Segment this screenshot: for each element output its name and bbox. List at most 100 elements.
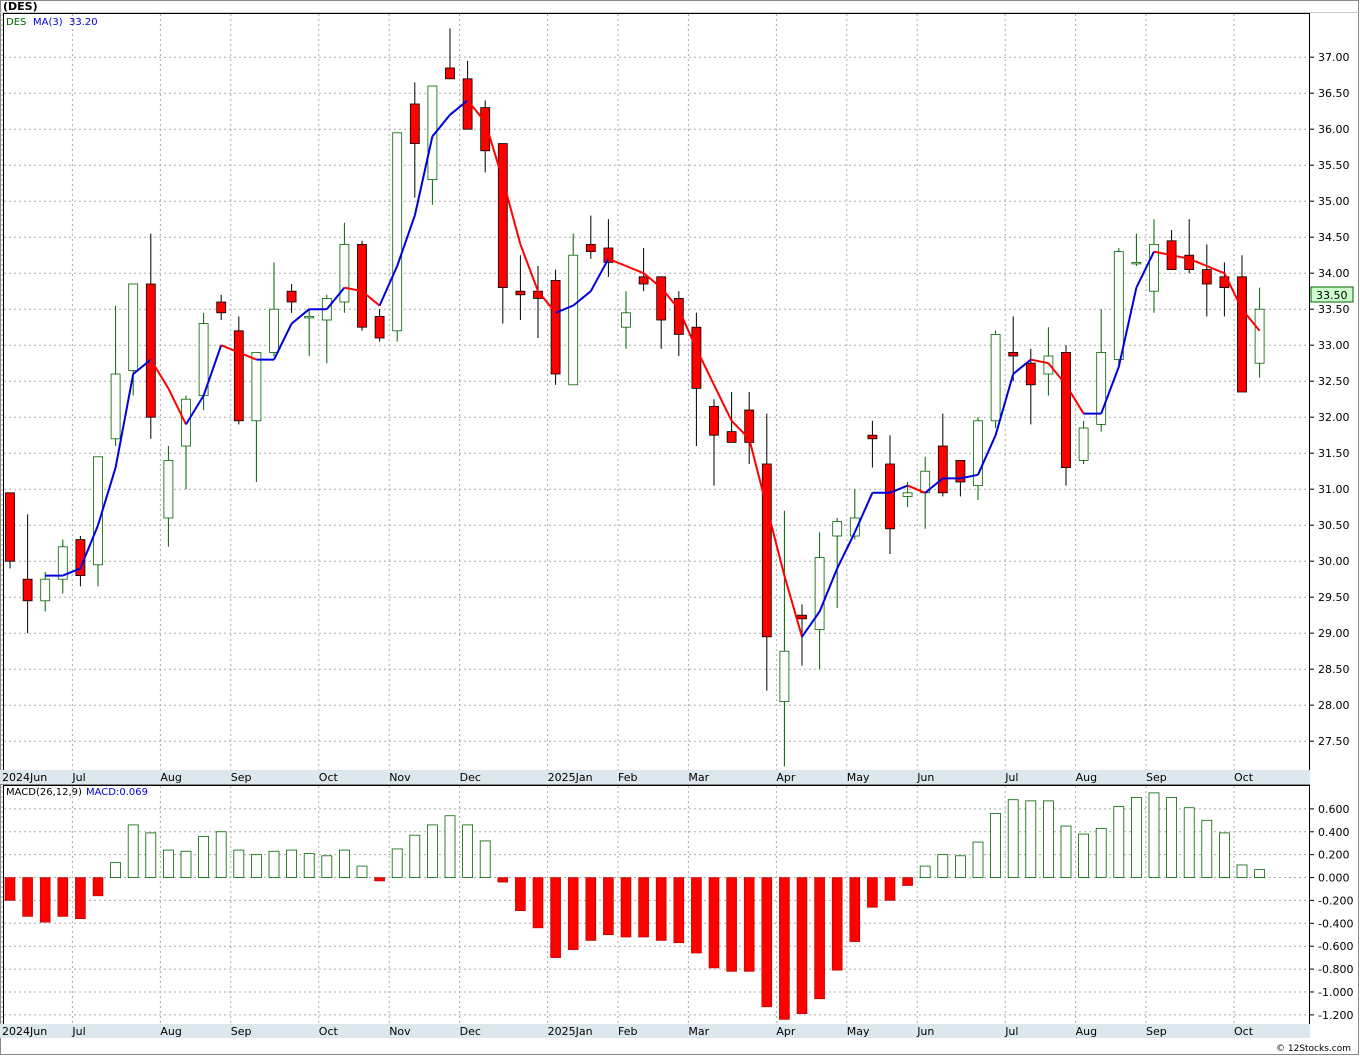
x-axis-label: Sep: [231, 1025, 252, 1038]
x-axis-label: 2025Jan: [548, 771, 593, 784]
candle-body: [497, 143, 508, 289]
ma3-segment: [572, 290, 592, 307]
macd-bar: [1043, 800, 1054, 878]
macd-bar: [902, 877, 913, 886]
ma3-segment: [889, 484, 908, 494]
price-tick-label: 28.00: [1318, 699, 1350, 712]
macd-bar: [761, 877, 773, 1008]
macd-bar: [1113, 806, 1125, 878]
macd-bar: [409, 834, 421, 878]
candle-body: [990, 333, 1001, 422]
candle-body: [814, 557, 825, 630]
macd-tick-label: -1.000: [1318, 986, 1353, 999]
macd-bar: [1007, 799, 1019, 878]
macd-bar: [4, 877, 16, 901]
ma3-segment: [1100, 366, 1120, 414]
ma3-segment: [97, 467, 117, 526]
candle-body: [357, 243, 367, 328]
ma3-segment: [361, 290, 381, 307]
x-axis-label: Apr: [776, 771, 796, 784]
candle-body: [867, 434, 878, 440]
ma3-segment: [1117, 287, 1138, 368]
x-axis-top: 2024Jun Jul Aug Sep Oct Nov Dec 2025Jan Feb Mar Ap…: [2, 771, 1254, 784]
ma3-segment: [378, 265, 399, 307]
price-tick-label: 35.50: [1318, 159, 1350, 172]
candlesticks: [5, 28, 1265, 767]
macd-bar: [145, 832, 157, 878]
macd-bar: [532, 877, 544, 929]
macd-bar: [215, 831, 227, 878]
macd-bar: [497, 877, 509, 883]
ma3-segment: [907, 484, 926, 494]
ma3-segment: [853, 492, 874, 533]
candle-body: [409, 103, 420, 144]
price-tick-label: 32.00: [1318, 411, 1350, 424]
candle-body: [339, 243, 350, 303]
x-axis-label: May: [847, 771, 870, 784]
x-axis-label: Nov: [389, 1025, 411, 1038]
price-tick-label: 36.50: [1318, 87, 1350, 100]
macd-bar: [867, 877, 878, 908]
price-tick-label: 33.00: [1318, 339, 1350, 352]
macd-bar: [691, 877, 702, 954]
ma3-segment: [202, 344, 223, 396]
x-axis-label: Sep: [231, 771, 252, 784]
macd-bar: [479, 840, 491, 878]
x-axis-label: Feb: [618, 1025, 637, 1038]
candle-body: [673, 297, 684, 335]
price-tick-label: 29.50: [1318, 591, 1350, 604]
macd-tick-label: 0.000: [1318, 872, 1350, 885]
ma3-segment: [290, 308, 310, 325]
ma3-segment: [1223, 272, 1243, 310]
price-tick-label: 29.00: [1318, 627, 1350, 640]
ma3-segment: [1241, 308, 1261, 332]
macd-bar: [550, 877, 561, 958]
ma3-segment: [801, 611, 821, 638]
ma3-segment: [1171, 254, 1190, 260]
price-tick-label: 36.00: [1318, 123, 1350, 136]
ma3-segment: [1206, 265, 1225, 275]
price-tick-label: 30.00: [1318, 555, 1350, 568]
candle-body: [304, 315, 315, 319]
macd-bar: [1148, 792, 1160, 878]
ma3-segment: [344, 286, 363, 293]
candle-body: [621, 312, 631, 328]
ma3-segment: [608, 257, 627, 267]
x-axis-label: Jul: [71, 1025, 85, 1038]
candle-body: [603, 247, 614, 263]
macd-bar: [1183, 807, 1195, 878]
candle-body: [5, 492, 15, 562]
ma3-segment: [273, 323, 293, 361]
x-axis-label: Oct: [1234, 771, 1254, 784]
chart-title: (DES): [3, 0, 38, 13]
macd-bar: [638, 877, 649, 938]
macd-bar: [990, 813, 1001, 878]
ma3-segment: [1188, 257, 1208, 267]
x-axis-label: Mar: [688, 771, 709, 784]
x-axis-label: Apr: [776, 1025, 796, 1038]
x-axis-label: Jun: [916, 1025, 934, 1038]
macd-bar: [972, 841, 984, 878]
candle-body: [937, 445, 948, 494]
x-axis-label: Oct: [1234, 1025, 1254, 1038]
ma3-segment: [149, 359, 170, 389]
price-plot-area: [3, 13, 1310, 771]
macd-bar: [620, 877, 632, 938]
macd-legend-value: MACD:0.069: [86, 787, 148, 798]
macd-bar: [462, 824, 474, 878]
price-tick-label: 31.50: [1318, 447, 1350, 460]
ma3-segment: [713, 384, 733, 422]
macd-bar: [303, 853, 315, 878]
x-axis-band-top: [0, 770, 1310, 784]
candle-body: [110, 373, 121, 440]
candle-body: [251, 351, 262, 422]
candle-body: [726, 431, 737, 443]
ma3-segment: [1135, 251, 1155, 289]
price-panel: 37.00 36.50 36.00 35.50 35.00 34.50 34.00 33.50…: [1, 13, 1354, 771]
ma3-segment: [185, 395, 205, 425]
x-axis-label: Sep: [1146, 1025, 1167, 1038]
macd-tick-label: 0.200: [1318, 849, 1350, 862]
ma3-segment: [589, 258, 610, 292]
price-tick-label: 31.00: [1318, 483, 1350, 496]
x-axis-label: 2024Jun: [2, 1025, 47, 1038]
